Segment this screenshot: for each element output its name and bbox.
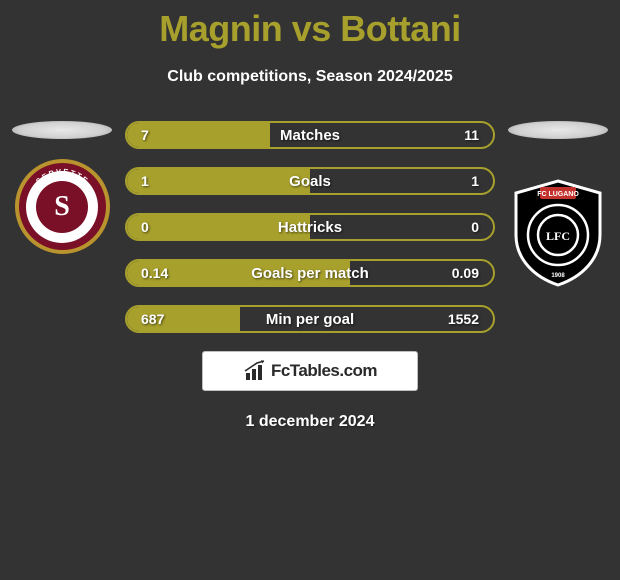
left-club-crest: SERVETTE GENEVE S xyxy=(15,159,110,254)
brand-text: FcTables.com xyxy=(271,361,377,381)
page-title: Magnin vs Bottani xyxy=(159,8,461,50)
stat-label: Goals xyxy=(127,173,493,190)
stat-right-value: 0 xyxy=(471,219,479,235)
stat-label: Matches xyxy=(127,127,493,144)
page-subtitle: Club competitions, Season 2024/2025 xyxy=(167,68,452,86)
stat-bar: 0Hattricks0 xyxy=(125,213,495,241)
stats-column: 7Matches11 1Goals1 0Hattricks0 0.14Goals pe… xyxy=(125,121,495,333)
stat-label: Min per goal xyxy=(127,311,493,328)
shield-icon: FC LUGANO LFC 1908 xyxy=(508,177,608,287)
main-row: SERVETTE GENEVE S 7Matches11 1Goals1 0Hatt… xyxy=(0,121,620,333)
svg-text:FC LUGANO: FC LUGANO xyxy=(537,191,579,198)
footer-date: 1 december 2024 xyxy=(246,413,375,431)
platform-ellipse xyxy=(508,121,608,139)
stat-right-value: 0.09 xyxy=(452,265,479,281)
stat-label: Goals per match xyxy=(127,265,493,282)
stat-right-value: 11 xyxy=(464,127,479,143)
stat-label: Hattricks xyxy=(127,219,493,236)
right-club-crest: FC LUGANO LFC 1908 xyxy=(508,177,608,287)
crest-inner-circle: S xyxy=(36,181,88,233)
bar-chart-icon xyxy=(243,359,267,383)
stat-bar: 1Goals1 xyxy=(125,167,495,195)
svg-text:1908: 1908 xyxy=(551,273,565,279)
stat-right-value: 1552 xyxy=(448,311,479,327)
comparison-card: Magnin vs Bottani Club competitions, Sea… xyxy=(0,0,620,431)
stat-right-value: 1 xyxy=(471,173,479,189)
crest-mid-ring: S xyxy=(26,171,98,243)
stat-bar: 687Min per goal1552 xyxy=(125,305,495,333)
left-club-column: SERVETTE GENEVE S xyxy=(7,121,117,254)
platform-ellipse xyxy=(12,121,112,139)
right-club-column: FC LUGANO LFC 1908 xyxy=(503,121,613,287)
stat-bar: 7Matches11 xyxy=(125,121,495,149)
svg-text:LFC: LFC xyxy=(546,229,570,243)
brand-box[interactable]: FcTables.com xyxy=(202,351,418,391)
stat-bar: 0.14Goals per match0.09 xyxy=(125,259,495,287)
